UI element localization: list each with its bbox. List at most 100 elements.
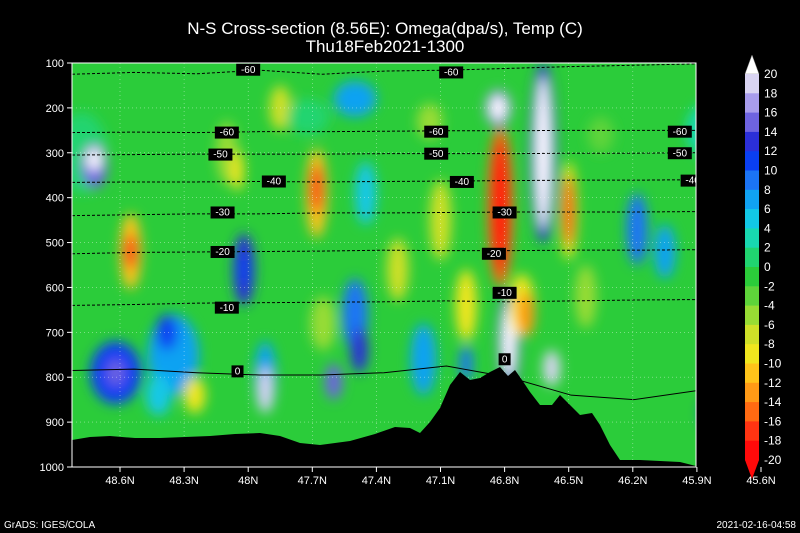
isotherm-label: -10	[214, 301, 239, 314]
isotherm-label-text: -60	[220, 128, 235, 139]
colorbar-segment	[745, 440, 759, 461]
colorbar-label: 4	[764, 221, 771, 235]
y-tick-label: 600	[46, 282, 64, 294]
omega-cell	[286, 98, 330, 135]
grid-lines	[72, 63, 696, 467]
isotherm-label-text: 0	[720, 395, 726, 406]
isotherm-label: -60	[667, 125, 692, 138]
omega-cell	[654, 224, 676, 279]
colorbar-label: 16	[764, 106, 778, 120]
isotherm-label-text: -40	[267, 177, 282, 188]
chart-subtitle: Thu18Feb2021-1300	[306, 37, 465, 56]
colorbar-bottom-arrow	[745, 460, 759, 479]
isotherm-label-text: -40	[455, 177, 470, 188]
isotherm-label-bg	[424, 125, 449, 138]
isotherm-label: 0	[231, 365, 244, 378]
colorbar-label: -14	[764, 395, 782, 409]
omega-cell	[310, 164, 323, 214]
colorbar-segment	[745, 151, 759, 171]
y-tick-label: 800	[46, 372, 64, 384]
x-tick-label: 47.1N	[426, 475, 455, 487]
isotherm-label-bg	[210, 245, 235, 258]
colorbar-label: 8	[764, 183, 771, 197]
colorbar-segment	[745, 421, 759, 442]
isotherm-label-text: -60	[700, 59, 715, 70]
isotherm-label-bg	[498, 353, 511, 366]
isotherm-label-text: -30	[215, 208, 230, 219]
omega-cell	[325, 363, 343, 400]
x-axis: 48.6N 48.3N 48N 47.7N 47.4N 47.1N 46.8N 46.5N 46…	[105, 467, 776, 487]
y-tick-label: 500	[46, 238, 64, 250]
isotherm-label-bg	[667, 147, 692, 160]
isotherm-label: -40	[261, 175, 286, 188]
colorbar-label: -2	[764, 279, 775, 293]
y-tick-label: 400	[46, 193, 64, 205]
isotherm-label-text: -30	[775, 207, 790, 218]
isotherm-label-text: -60	[444, 68, 459, 79]
x-tick-label: 48N	[238, 475, 258, 487]
isotherm-label: -50	[667, 147, 692, 160]
isotherm-label: -20	[481, 247, 506, 260]
omega-cell	[184, 377, 206, 414]
colorbar-label: -16	[764, 414, 782, 428]
omega-cell	[387, 238, 409, 301]
isotherm-label-text: -30	[497, 208, 512, 219]
colorbar-segment	[745, 382, 759, 403]
omega-cell	[124, 233, 138, 270]
omega-cell	[410, 323, 437, 396]
isotherm-label-text: -60	[673, 127, 688, 138]
x-tick-label: 46.2N	[618, 475, 647, 487]
omega-cell	[333, 80, 377, 117]
omega-cell	[459, 345, 473, 382]
omega-cell	[355, 161, 377, 225]
x-tick-label: 47.7N	[298, 475, 327, 487]
omega-cell	[587, 116, 614, 153]
colorbar-segment	[745, 324, 759, 345]
isotherm-label: -60	[424, 125, 449, 138]
isotherm-label: -60	[439, 66, 464, 79]
isotherm-label: -10	[492, 286, 517, 299]
isotherm-label-text: -60	[429, 127, 444, 138]
omega-cell	[701, 395, 727, 431]
isotherm-labels: -60 -60-60-60 -60 -60-50 -50 -50-40 -40 -40-30-…	[208, 59, 794, 406]
colorbar-segment	[745, 112, 759, 133]
y-axis: 100 200 300 400 500 600 700 800 900 1000	[40, 58, 72, 474]
omega-cell	[156, 314, 178, 351]
isotherm-label: -60	[695, 59, 715, 71]
chart-title: N-S Cross-section (8.56E): Omega(dpa/s),…	[187, 19, 583, 38]
isotherm-label: -50	[208, 148, 233, 161]
isotherm-label: -40	[449, 175, 474, 188]
colorbar-label: -12	[764, 376, 782, 390]
isotherm-line	[72, 299, 696, 306]
colorbar-label: 10	[764, 164, 778, 178]
isotherm-label-text: -50	[429, 149, 444, 160]
isotherm-label-bg	[492, 286, 517, 299]
y-tick-label: 200	[46, 103, 64, 115]
colorbar-segment	[745, 402, 759, 422]
terrain	[72, 367, 696, 467]
isotherm-label-bg	[717, 394, 729, 406]
isotherm-label-bg	[231, 365, 244, 378]
omega-cell	[535, 76, 551, 230]
y-tick-label: 1000	[40, 462, 64, 474]
isotherm-line	[72, 179, 696, 183]
colorbar-label: 0	[764, 260, 771, 274]
colorbar-segment	[745, 363, 759, 384]
x-tick-label: 45.6N	[746, 475, 775, 487]
isotherm-label-text: 0	[235, 367, 241, 378]
colorbar-label: -8	[764, 337, 775, 351]
colorbar-label: 14	[764, 125, 778, 139]
x-tick-label: 48.6N	[105, 475, 134, 487]
omega-cell	[429, 179, 452, 261]
colorbar: 20181614121086420-2-4-6-8-10-12-14-16-18…	[744, 54, 782, 479]
isotherm-label-bg	[439, 66, 464, 79]
x-tick-label: 45.9N	[682, 475, 711, 487]
colorbar-label: -10	[764, 357, 782, 371]
isotherm-line	[72, 249, 696, 255]
isotherm-label-bg	[770, 206, 794, 218]
colorbar-label: -6	[764, 318, 775, 332]
isotherm-label-text: -10	[220, 303, 235, 314]
isotherm-label-bg	[481, 247, 506, 260]
omega-cell	[107, 359, 125, 387]
